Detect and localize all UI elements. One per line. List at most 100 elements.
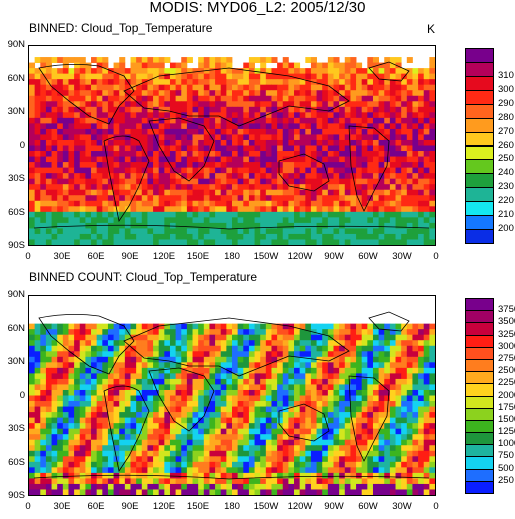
grid-cell: [271, 401, 278, 407]
grid-cell: [237, 434, 244, 441]
grid-cell: [367, 134, 374, 141]
grid-cell: [175, 412, 182, 419]
grid-cell: [51, 178, 58, 185]
grid-cell: [147, 373, 154, 380]
grid-cell: [119, 423, 126, 430]
grid-cell: [277, 79, 284, 86]
grid-cell: [215, 439, 222, 446]
grid-cell: [260, 84, 267, 91]
grid-cell: [209, 239, 216, 245]
grid-cell: [232, 134, 239, 141]
grid-cell: [277, 173, 284, 180]
grid-cell: [260, 101, 267, 108]
grid-cell: [418, 356, 425, 363]
grid-cell: [384, 456, 391, 463]
grid-cell: [412, 417, 419, 424]
grid-cell: [209, 145, 216, 152]
grid-cell: [429, 417, 435, 424]
grid-cell: [327, 189, 334, 196]
grid-cell: [423, 478, 430, 485]
grid-cell: [158, 123, 165, 130]
grid-cell: [136, 401, 143, 407]
grid-cell: [412, 351, 419, 358]
grid-cell: [237, 323, 244, 330]
grid-cell: [418, 395, 425, 402]
grid-cell: [356, 334, 363, 341]
grid-cell: [107, 84, 114, 91]
grid-cell: [74, 233, 81, 240]
grid-cell: [181, 106, 188, 113]
grid-cell: [40, 483, 47, 490]
grid-cell: [113, 401, 120, 407]
grid-cell: [288, 417, 295, 424]
grid-cell: [260, 456, 267, 463]
grid-cell: [429, 478, 435, 485]
grid-cell: [260, 184, 267, 191]
grid-cell: [34, 356, 41, 363]
grid-cell: [102, 184, 109, 191]
grid-cell: [322, 68, 329, 75]
grid-cell: [57, 356, 64, 363]
grid-cell: [175, 401, 182, 407]
grid-cell: [220, 401, 227, 407]
grid-cell: [29, 90, 36, 97]
grid-cell: [350, 412, 357, 419]
legend-label: 240: [498, 167, 514, 179]
grid-cell: [412, 461, 419, 468]
grid-cell: [96, 217, 103, 224]
grid-cell: [226, 472, 233, 479]
grid-cell: [215, 340, 222, 347]
grid-cell: [175, 434, 182, 441]
grid-cell: [203, 373, 210, 380]
grid-cell: [79, 384, 86, 391]
grid-cell: [192, 356, 199, 363]
grid-cell: [107, 184, 114, 191]
grid-cell: [305, 95, 312, 102]
grid-cell: [333, 356, 340, 363]
grid-cell: [378, 401, 385, 407]
grid-cell: [186, 434, 193, 441]
grid-cell: [316, 439, 323, 446]
grid-cell: [265, 378, 272, 385]
grid-cell: [192, 106, 199, 113]
grid-cell: [401, 217, 408, 224]
grid-cell: [429, 90, 435, 97]
grid-cell: [356, 68, 363, 75]
grid-cell: [57, 200, 64, 207]
grid-cell: [169, 189, 177, 196]
grid-cell: [79, 189, 86, 196]
grid-cell: [232, 112, 239, 119]
grid-cell: [299, 351, 306, 358]
grid-cell: [367, 439, 374, 446]
grid-cell: [124, 206, 131, 213]
grid-cell: [169, 211, 177, 218]
grid-cell: [68, 428, 75, 435]
grid-cell: [356, 200, 363, 207]
grid-cell: [389, 200, 396, 207]
grid-cell: [147, 478, 154, 485]
grid-cell: [181, 57, 188, 63]
grid-cell: [265, 222, 272, 229]
grid-cell: [350, 79, 357, 86]
grid-cell: [277, 195, 284, 202]
grid-cell: [203, 173, 210, 180]
grid-cell: [119, 329, 126, 336]
grid-cell: [305, 384, 312, 391]
grid-cell: [169, 151, 177, 157]
grid-cell: [344, 461, 351, 468]
grid-cell: [164, 239, 171, 245]
grid-cell: [429, 434, 435, 441]
grid-cell: [243, 450, 250, 457]
grid-cell: [175, 423, 182, 430]
grid-cell: [282, 128, 289, 135]
grid-cell: [305, 406, 312, 413]
grid-cell: [395, 206, 402, 213]
grid-cell: [254, 101, 261, 108]
grid-cell: [119, 173, 126, 180]
grid-cell: [361, 367, 368, 374]
grid-cell: [429, 239, 435, 245]
grid-cell: [339, 478, 346, 485]
grid-cell: [45, 156, 52, 163]
grid-cell: [299, 367, 306, 374]
grid-cell: [153, 162, 160, 169]
